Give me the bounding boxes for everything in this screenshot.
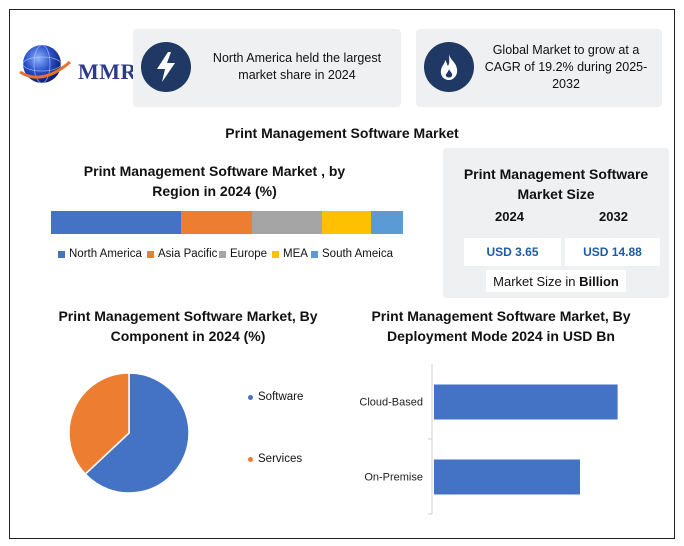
bar-on-premise: [434, 459, 580, 495]
globe-icon: [19, 44, 71, 84]
category-label: Cloud-Based: [359, 397, 423, 409]
legend-label: MEA: [283, 248, 308, 260]
region-bar-segment: [371, 211, 403, 234]
legend-label: Services: [258, 453, 303, 465]
legend-swatch: [248, 394, 253, 400]
legend-label: North America: [69, 248, 142, 260]
value-2024: USD 3.65: [464, 238, 561, 266]
region-bar-segment: [251, 211, 323, 234]
pie-slice-services: [68, 372, 130, 476]
year-2024-label: 2024: [495, 209, 524, 224]
legend-item: North America: [58, 248, 142, 260]
info-card-text: Global Market to grow at a CAGR of 19.2%…: [484, 43, 648, 91]
region-bar-segment: [51, 211, 182, 234]
component-pie-chart: [68, 372, 190, 494]
info-card-text: North America held the largest market sh…: [212, 51, 382, 82]
legend-item: MEA: [272, 248, 308, 260]
deployment-bar-chart: Cloud-Based On-Premise: [359, 364, 618, 515]
legend-item: South Ameica: [311, 248, 393, 260]
legend-item: Europe: [219, 248, 267, 260]
info-card-region: North America held the largest market sh…: [133, 29, 401, 107]
year-2032-label: 2032: [599, 209, 628, 224]
bar-cloud-based: [434, 384, 618, 420]
legend-label: South Ameica: [322, 248, 393, 260]
legend-label: Europe: [230, 248, 268, 260]
legend-swatch: [147, 250, 154, 258]
unit-note-prefix: Market Size in: [493, 273, 576, 289]
brand-name: MMR: [78, 59, 137, 84]
legend-swatch: [248, 456, 253, 462]
component-chart-title: Print Management Software Market, By Com…: [58, 308, 318, 344]
value-2032: USD 14.88: [565, 238, 660, 266]
legend-label: Software: [258, 391, 304, 403]
main-title: Print Management Software Market: [225, 125, 459, 141]
legend-swatch: [311, 250, 318, 258]
pie-legend-item: Services: [248, 453, 302, 465]
region-chart-title: Print Management Software Market , by Re…: [83, 163, 346, 199]
info-card-cagr: Global Market to grow at a CAGR of 19.2%…: [416, 29, 662, 107]
legend-swatch: [219, 250, 226, 258]
legend-swatch: [58, 250, 65, 258]
lightning-icon: [141, 42, 191, 92]
deployment-chart-title: Print Management Software Market, By Dep…: [371, 308, 631, 344]
legend-swatch: [272, 250, 279, 258]
legend-item: Asia Pacific: [147, 248, 217, 260]
legend-label: Asia Pacific: [158, 248, 218, 260]
mmr-logo: MMR: [18, 42, 136, 90]
market-size-unit-note: Market Size in Billion: [486, 270, 626, 292]
unit-note-bold: Billion: [579, 273, 619, 289]
market-size-card: Print Management Software Market Size 20…: [443, 148, 669, 298]
category-label: On-Premise: [364, 472, 423, 484]
flame-icon: [424, 42, 474, 92]
pie-legend-item: Software: [248, 391, 303, 403]
region-bar-segment: [181, 211, 252, 234]
region-stacked-bar: [51, 211, 403, 234]
region-bar-segment: [322, 211, 372, 234]
market-size-title: Print Management Software Market Size: [463, 166, 649, 202]
pie-slice-software: [84, 372, 190, 494]
